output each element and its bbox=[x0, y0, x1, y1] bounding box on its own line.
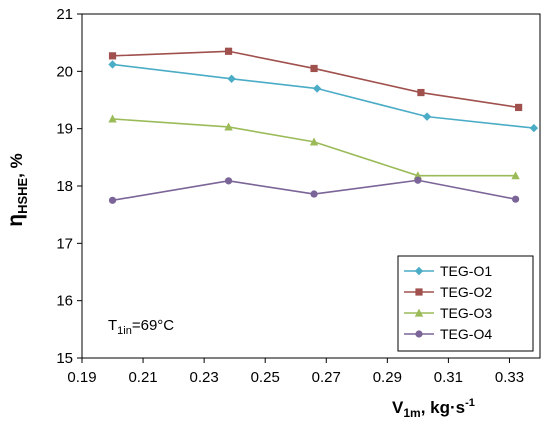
legend-label-teg-o3: TEG-O3 bbox=[440, 305, 492, 321]
data-point-teg-o2 bbox=[515, 103, 523, 112]
x-axis-title: V1m, kg·s-1 bbox=[392, 397, 475, 420]
data-point-teg-o1 bbox=[108, 60, 117, 69]
x-tick-label: 0.23 bbox=[190, 369, 219, 386]
legend-label-teg-o4: TEG-O4 bbox=[440, 326, 492, 342]
legend-swatch-marker-teg-o2 bbox=[415, 288, 423, 296]
x-tick-label: 0.31 bbox=[434, 369, 463, 386]
data-point-teg-o4 bbox=[511, 195, 520, 203]
x-axis-title-units: , kg·s bbox=[421, 398, 465, 417]
y-axis-title: ηHSHE, % bbox=[4, 153, 30, 227]
x-axis-title-sup: -1 bbox=[465, 397, 475, 409]
x-tick-label: 0.29 bbox=[373, 369, 402, 386]
data-point-teg-o4 bbox=[414, 176, 422, 184]
data-point-teg-o1 bbox=[422, 112, 432, 121]
data-point-teg-o1 bbox=[312, 84, 322, 93]
series-markers bbox=[108, 47, 539, 204]
data-point-teg-o1 bbox=[529, 123, 539, 133]
data-point-teg-o3 bbox=[413, 171, 423, 180]
data-point-teg-o3 bbox=[224, 122, 233, 131]
x-tick-label: 0.27 bbox=[312, 369, 341, 386]
legend-swatch-marker-teg-o1 bbox=[414, 266, 424, 276]
temperature-annotation: T1in=69°C bbox=[108, 317, 174, 337]
x-tick-label: 0.21 bbox=[128, 369, 157, 386]
annotation-rest: =69°C bbox=[132, 317, 174, 334]
data-point-teg-o1 bbox=[227, 74, 236, 83]
data-point-teg-o3 bbox=[309, 137, 319, 146]
annotation-main: T bbox=[108, 317, 117, 334]
y-axis-ticks: 15 16 17 18 19 20 21 bbox=[56, 6, 82, 367]
data-point-teg-o2 bbox=[108, 52, 117, 60]
x-tick-label: 0.25 bbox=[251, 369, 280, 386]
data-point-teg-o3 bbox=[108, 114, 117, 123]
data-point-teg-o4 bbox=[224, 177, 233, 185]
x-axis-title-main: V bbox=[392, 398, 404, 417]
x-tick-label: 0.33 bbox=[495, 369, 524, 386]
legend: TEG-O1 TEG-O2 TEG-O3 TEG-O4 bbox=[397, 255, 534, 352]
y-tick-label: 17 bbox=[56, 235, 73, 252]
legend-label-teg-o2: TEG-O2 bbox=[440, 284, 492, 300]
data-point-teg-o4 bbox=[310, 190, 318, 198]
y-tick-label: 19 bbox=[56, 121, 73, 138]
annotation-sub: 1in bbox=[117, 325, 132, 337]
y-tick-label: 21 bbox=[56, 6, 73, 23]
legend-label-teg-o1: TEG-O1 bbox=[440, 263, 492, 279]
data-point-teg-o3 bbox=[511, 171, 520, 180]
y-tick-label: 15 bbox=[56, 350, 73, 367]
data-point-teg-o2 bbox=[224, 47, 233, 55]
data-point-teg-o4 bbox=[108, 196, 117, 204]
y-axis-title-units: , % bbox=[7, 153, 26, 178]
y-tick-label: 16 bbox=[56, 293, 73, 310]
x-axis-title-sub: 1m bbox=[403, 406, 420, 420]
y-axis-title-sub: HSHE bbox=[15, 177, 30, 213]
x-tick-label: 0.19 bbox=[67, 369, 96, 386]
legend-swatch-marker-teg-o4 bbox=[415, 330, 423, 338]
y-axis-title-main: η bbox=[4, 214, 27, 227]
x-axis-ticks: 0.19 0.21 0.23 0.25 0.27 0.29 0.31 0.33 bbox=[67, 358, 524, 386]
y-tick-label: 20 bbox=[56, 63, 73, 80]
legend-items: TEG-O1 TEG-O2 TEG-O3 TEG-O4 bbox=[404, 263, 492, 342]
data-point-teg-o2 bbox=[310, 64, 318, 73]
legend-swatch-marker-teg-o3 bbox=[414, 308, 424, 317]
y-tick-label: 18 bbox=[56, 178, 73, 195]
data-point-teg-o2 bbox=[417, 88, 425, 97]
